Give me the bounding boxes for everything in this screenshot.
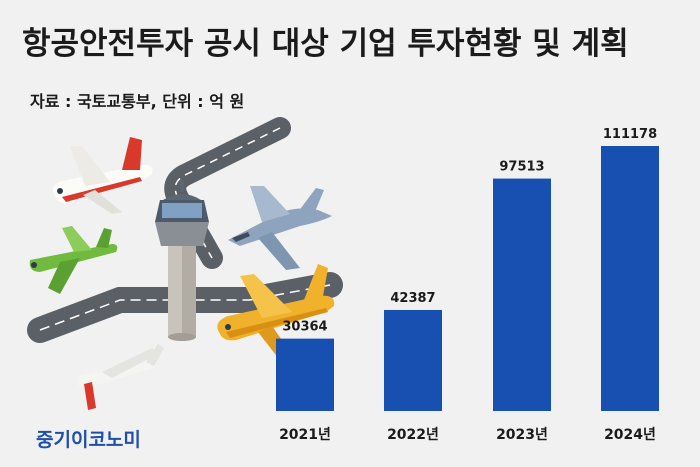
chart-source-note: 자료 : 국토교통부, 단위 : 억 원 (30, 92, 245, 111)
bar-2021년 (276, 338, 334, 411)
x-tick-label-2022년: 2022년 (387, 427, 439, 443)
bar-2022년 (384, 309, 442, 411)
value-label-2024년: 111178 (603, 127, 657, 142)
value-label-2023년: 97513 (499, 160, 544, 175)
control-tower-illustration (155, 180, 209, 341)
bar-2023년 (493, 178, 551, 411)
airplane-green-illustration (29, 226, 118, 294)
bar-2024년 (601, 146, 659, 411)
value-label-2021년: 30364 (282, 320, 327, 335)
value-labels-group: 30364 42387 97513 111178 (282, 127, 657, 335)
airplane-small-white-illustration (77, 344, 164, 410)
x-tick-label-2024년: 2024년 (604, 427, 656, 443)
fighter-jet-illustration (228, 186, 332, 270)
brand-logo-text: 중기이코노미 (36, 429, 141, 451)
x-axis-labels-group: 2021년 2022년 2023년 2024년 (279, 427, 656, 443)
x-tick-label-2023년: 2023년 (496, 427, 548, 443)
bars-group (276, 146, 659, 411)
airport-illustration (27, 117, 343, 410)
value-label-2022년: 42387 (390, 291, 435, 306)
x-tick-label-2021년: 2021년 (279, 427, 331, 443)
chart-title: 항공안전투자 공시 대상 기업 투자현황 및 계획 (22, 26, 629, 62)
airplane-white-red-illustration (52, 137, 153, 214)
